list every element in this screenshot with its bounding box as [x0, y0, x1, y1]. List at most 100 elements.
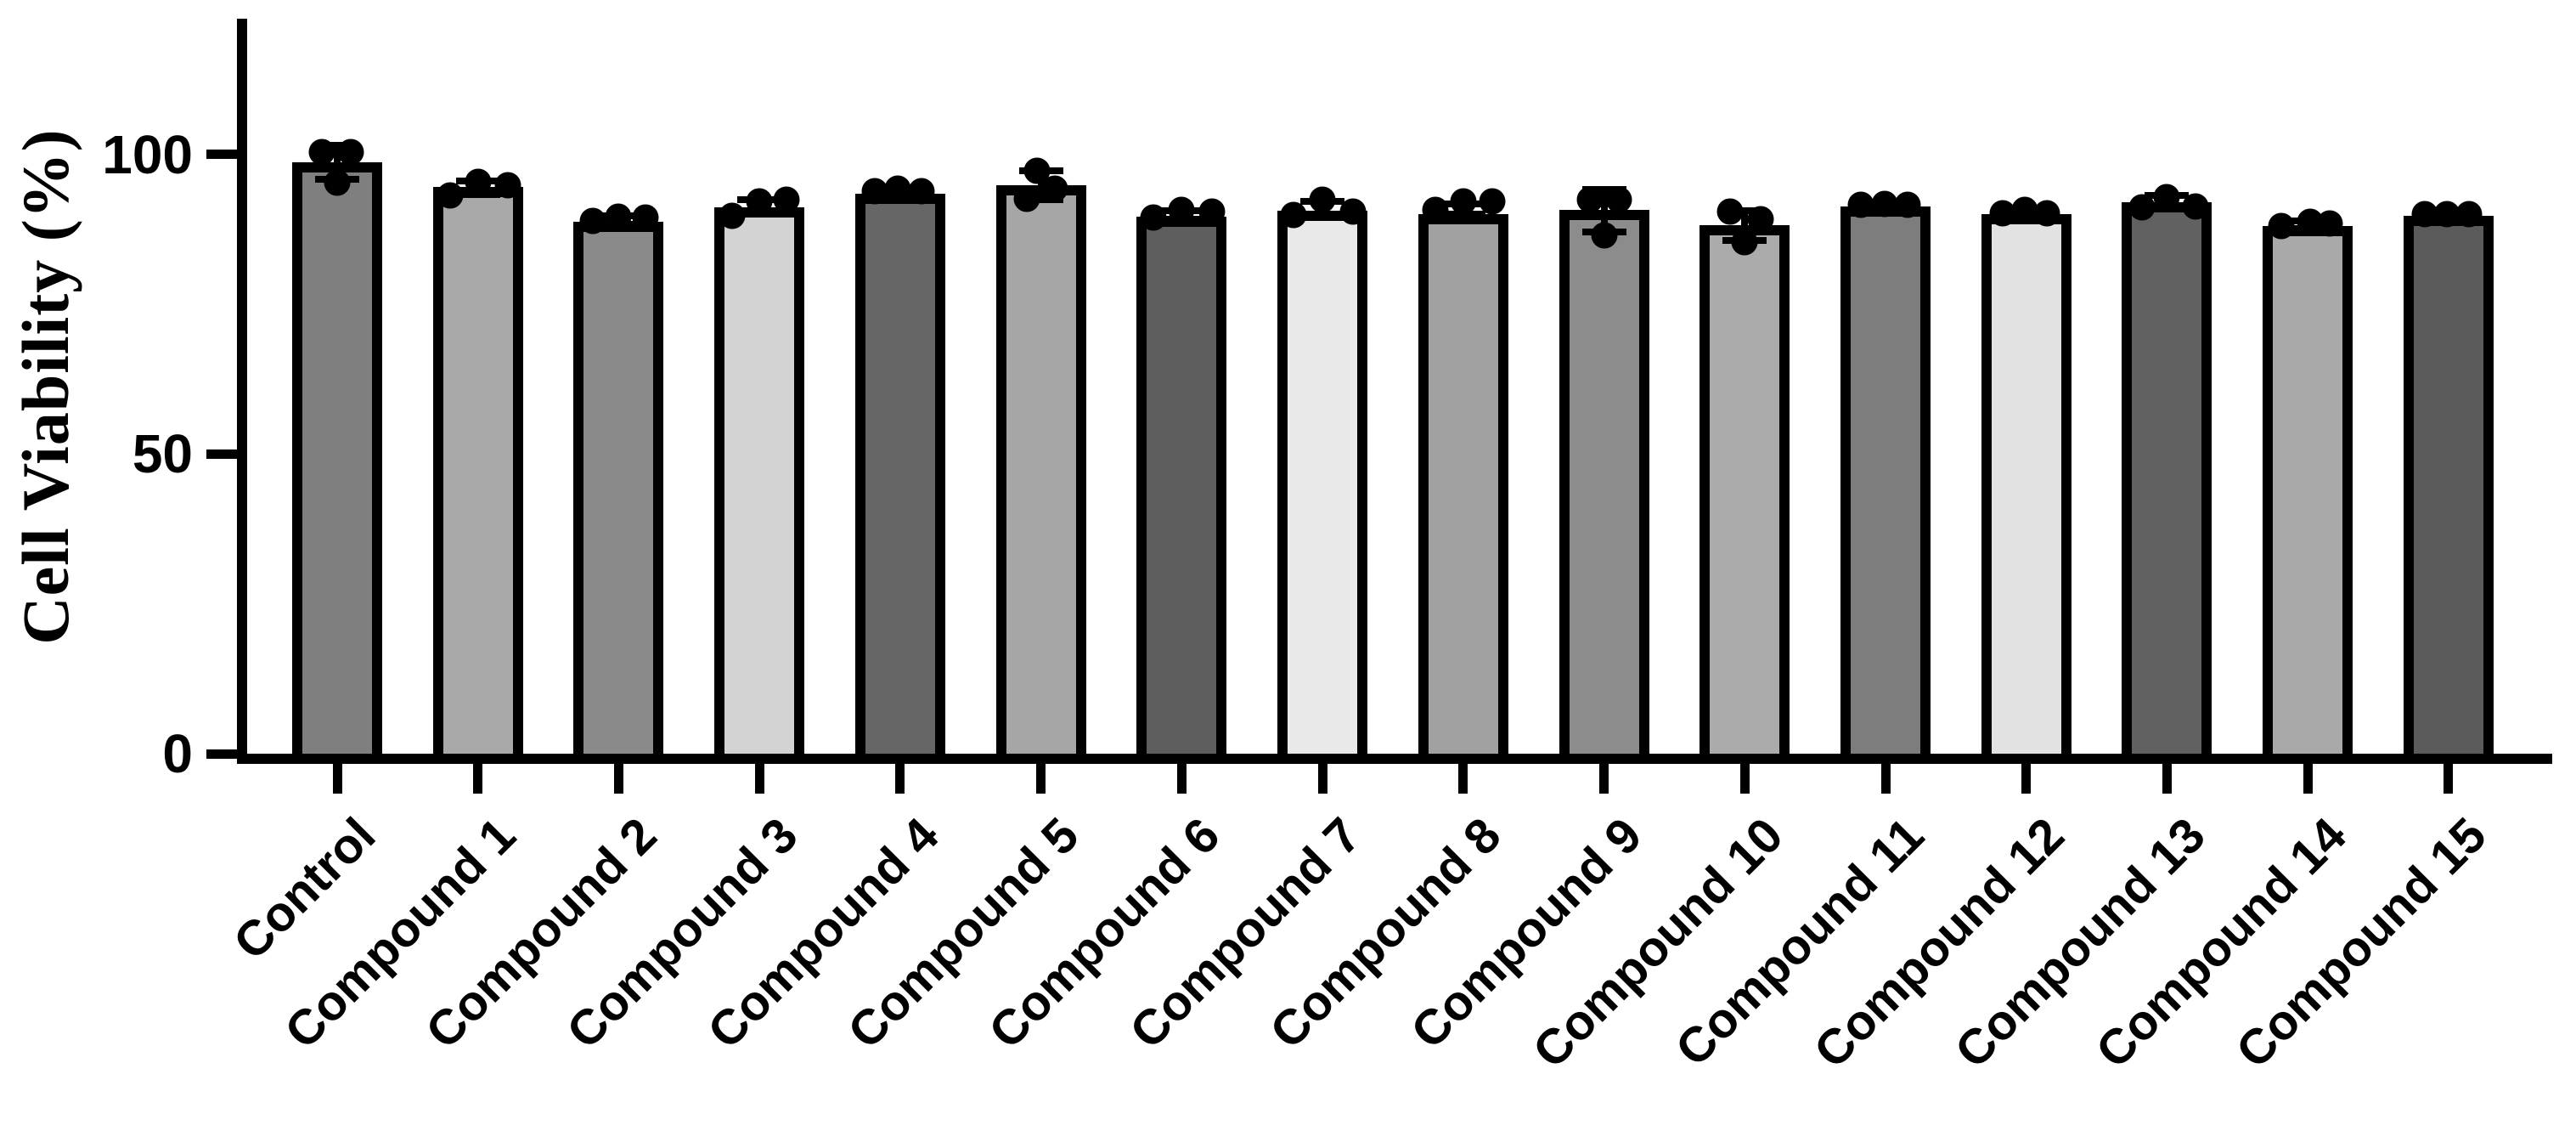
data-point [337, 139, 364, 166]
data-point [1731, 229, 1758, 256]
x-category-label: Compound 15 [2225, 807, 2498, 1079]
data-point [1309, 186, 1336, 213]
data-point [1013, 185, 1040, 212]
x-tick-mark [2444, 764, 2454, 794]
data-point [1280, 201, 1307, 229]
x-tick-mark [895, 764, 905, 794]
y-tick-label: 0 [162, 723, 193, 784]
data-point [632, 204, 659, 231]
data-point [2182, 193, 2209, 220]
data-point [908, 178, 935, 205]
data-point [1168, 196, 1195, 223]
y-tick-label: 50 [132, 423, 193, 485]
data-point [2268, 212, 2295, 240]
bar-compound-14 [2263, 226, 2353, 764]
data-point [605, 203, 632, 230]
data-point [1140, 204, 1167, 231]
data-point [437, 182, 464, 209]
bar-compound-1 [432, 186, 523, 764]
error-bar-cap [1018, 195, 1063, 203]
data-point [1479, 188, 1506, 215]
data-point [1871, 190, 1898, 218]
data-point [2455, 201, 2483, 228]
bar-compound-4 [854, 193, 945, 764]
data-point [324, 169, 351, 196]
data-point [1198, 198, 1226, 225]
x-tick-mark [473, 764, 483, 794]
data-point [465, 168, 492, 195]
x-tick-mark [1880, 764, 1891, 794]
data-point [773, 186, 800, 213]
bar-control [292, 161, 382, 764]
error-bar-cap [1440, 211, 1485, 218]
data-point [1591, 222, 1618, 249]
data-point [2316, 210, 2343, 237]
data-point [2411, 201, 2438, 228]
data-point [1339, 198, 1367, 225]
data-point [719, 202, 746, 229]
bar-compound-10 [1699, 224, 1790, 764]
y-tick-mark [206, 449, 237, 459]
x-category-label: Compound 12 [1803, 807, 2075, 1079]
error-bar-cap [1300, 211, 1345, 218]
data-point [861, 178, 888, 205]
x-category-label: Compound 13 [1944, 807, 2216, 1079]
data-point [1989, 200, 2016, 227]
error-bar-cap [315, 142, 359, 150]
y-axis-title: Cell Viability (%) [8, 128, 82, 645]
x-category-label: Compound 11 [1665, 807, 1935, 1077]
bar-compound-15 [2403, 215, 2494, 764]
error-bar [1600, 189, 1608, 232]
data-point [1847, 191, 1874, 218]
x-tick-mark [1036, 764, 1046, 794]
y-axis-line [237, 19, 247, 764]
x-tick-mark [1599, 764, 1609, 794]
data-point [1450, 188, 1477, 215]
data-point [2033, 200, 2060, 227]
error-bar [334, 145, 341, 180]
data-point [579, 207, 606, 235]
x-tick-mark [754, 764, 764, 794]
bar-compound-9 [1559, 209, 1649, 764]
data-point [1576, 186, 1604, 213]
x-tick-mark [1317, 764, 1327, 794]
x-axis-line [237, 754, 2552, 764]
bar-compound-11 [1840, 206, 1931, 764]
data-point [494, 172, 521, 199]
bar-compound-8 [1418, 213, 1508, 764]
data-point [1716, 198, 1744, 225]
error-bar-cap [1722, 206, 1767, 214]
data-point [1041, 175, 1068, 202]
error-bar-cap [1581, 185, 1626, 193]
bar-compound-3 [714, 207, 805, 764]
x-category-label: Compound 10 [1522, 807, 1794, 1079]
data-point [1894, 191, 1921, 218]
data-point [2011, 196, 2038, 223]
data-point [2153, 184, 2180, 211]
x-category-label: Compound 14 [2084, 807, 2357, 1079]
error-bar [1037, 171, 1045, 200]
x-tick-mark [1458, 764, 1468, 794]
bar-compound-6 [1136, 217, 1227, 764]
data-point [308, 139, 335, 166]
y-tick-label: 100 [102, 123, 193, 185]
x-tick-mark [2162, 764, 2172, 794]
bar-compound-13 [2122, 202, 2212, 764]
x-tick-mark [1176, 764, 1187, 794]
bar-compound-5 [995, 184, 1086, 764]
y-tick-mark [206, 749, 237, 759]
data-point [1605, 186, 1632, 213]
bar-compound-2 [573, 222, 664, 764]
x-tick-mark [2021, 764, 2032, 794]
bar-compound-12 [1981, 214, 2072, 764]
error-bar [1741, 210, 1749, 240]
x-tick-mark [2303, 764, 2313, 794]
data-point [884, 175, 911, 202]
data-point [746, 188, 773, 215]
data-point [1422, 196, 1449, 223]
data-point [2433, 201, 2460, 228]
data-point [2128, 194, 2156, 221]
x-tick-mark [613, 764, 623, 794]
bar-compound-7 [1277, 210, 1368, 764]
